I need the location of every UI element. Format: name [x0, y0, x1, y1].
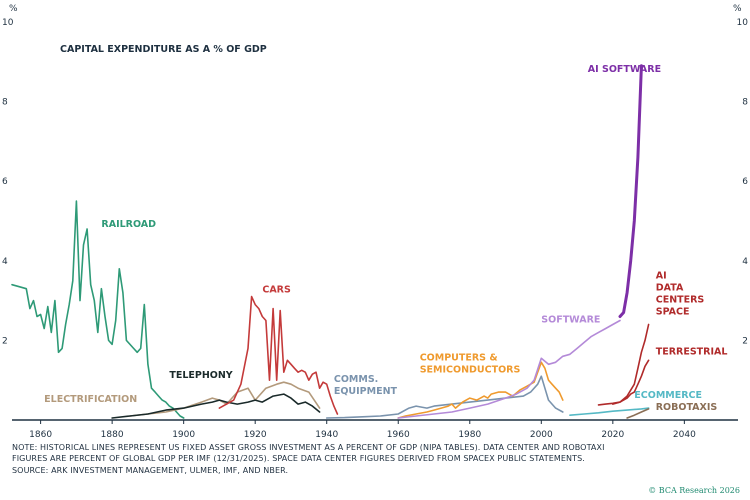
series-line [111, 393, 321, 419]
series-label: AI SOFTWARE [588, 64, 661, 75]
footnote-line: FIGURES ARE PERCENT OF GLOBAL GDP PER IM… [12, 454, 585, 464]
series-label: CENTERS [656, 295, 705, 306]
x-tick-label: 1880 [101, 430, 124, 440]
series-label: COMMS. [334, 374, 378, 385]
y-tick-label: 2 [742, 336, 748, 346]
y-unit-right: % [733, 4, 742, 14]
chart-title: CAPITAL EXPENDITURE AS A % OF GDP [60, 44, 267, 55]
footnote: NOTE: HISTORICAL LINES REPRESENT US FIXE… [12, 442, 737, 476]
y-tick-label: 10 [737, 18, 749, 28]
credit-label: © BCA Research 2026 [648, 486, 740, 495]
series-label: AI [656, 271, 667, 282]
series-label: TERRESTRIAL [656, 346, 728, 357]
x-tick-label: 2040 [673, 430, 696, 440]
x-tick-label: 1980 [458, 430, 481, 440]
series-label: TELEPHONY [169, 370, 232, 381]
series-line [618, 64, 643, 318]
y-tick-label: 6 [742, 177, 748, 187]
series-line [397, 361, 564, 419]
series-label: COMPUTERS & [420, 352, 498, 363]
y-tick-label: 4 [742, 257, 748, 267]
footnote-line: NOTE: HISTORICAL LINES REPRESENT US FIXE… [12, 443, 605, 452]
series-line [626, 408, 650, 419]
x-tick-label: 1900 [172, 430, 195, 440]
y-tick-label: 6 [2, 177, 8, 187]
x-tick-label: 1920 [244, 430, 267, 440]
series-label: DATA [656, 283, 684, 294]
series-label: SOFTWARE [541, 314, 600, 325]
series-line [569, 407, 650, 417]
series-line [597, 359, 650, 406]
footnote-line: SOURCE: ARK INVESTMENT MANAGEMENT, ULMER… [12, 465, 289, 475]
x-tick-label: 2000 [530, 430, 553, 440]
series-label: ROBOTAXIS [656, 402, 718, 413]
y-tick-label: 4 [2, 257, 8, 267]
series-label: SPACE [656, 307, 690, 318]
series-line [397, 319, 621, 419]
x-tick-label: 2020 [601, 430, 624, 440]
series-label: CARS [262, 285, 291, 296]
series-label: ECOMMERCE [634, 390, 702, 401]
series-label: EQUIPMENT [334, 386, 398, 397]
series-label: SEMICONDUCTORS [420, 364, 521, 375]
y-unit-left: % [9, 4, 18, 14]
x-tick-label: 1960 [387, 430, 410, 440]
x-tick-label: 1940 [315, 430, 338, 440]
series-label: RAILROAD [101, 219, 156, 230]
series-line [11, 200, 185, 419]
y-tick-label: 8 [2, 98, 8, 108]
x-tick-label: 1860 [29, 430, 52, 440]
capex-chart: CAPITAL EXPENDITURE AS A % OF GDP % % 10… [2, 4, 749, 440]
series-label: ELECTRIFICATION [44, 394, 137, 405]
y-tick-label: 2 [2, 336, 8, 346]
y-tick-label: 8 [742, 98, 748, 108]
series-line [218, 295, 339, 415]
y-tick-label: 10 [2, 18, 14, 28]
series-line [325, 375, 564, 419]
